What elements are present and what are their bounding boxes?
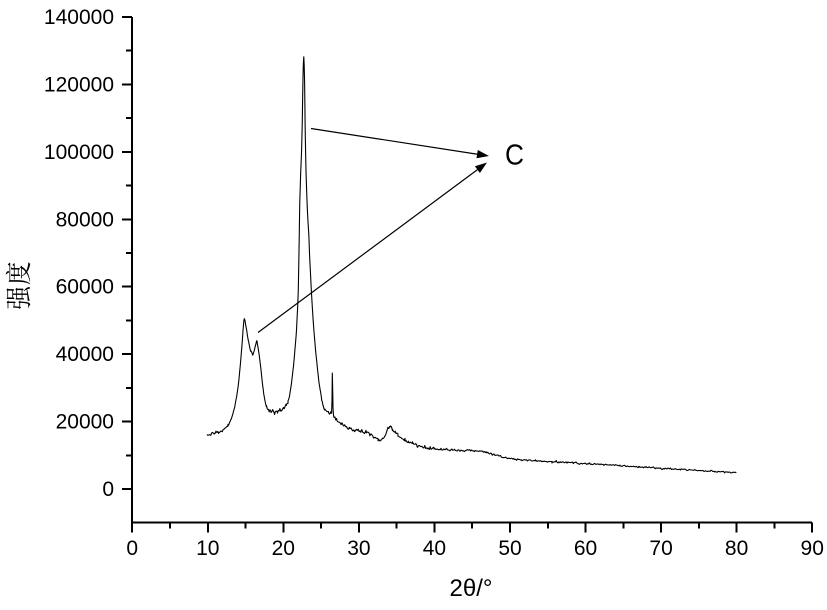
svg-text:70: 70	[649, 537, 672, 560]
svg-text:120000: 120000	[44, 73, 114, 96]
svg-text:60: 60	[574, 537, 597, 560]
svg-text:100000: 100000	[44, 141, 114, 164]
svg-text:0: 0	[102, 478, 114, 501]
svg-text:20000: 20000	[56, 411, 114, 434]
svg-text:80000: 80000	[56, 208, 114, 231]
svg-text:90: 90	[801, 537, 824, 560]
svg-text:20: 20	[272, 537, 295, 560]
svg-text:50: 50	[498, 537, 521, 560]
svg-text:2θ/°: 2θ/°	[450, 575, 493, 602]
svg-text:C: C	[505, 140, 524, 172]
svg-text:30: 30	[347, 537, 370, 560]
svg-text:40: 40	[423, 537, 446, 560]
svg-text:80: 80	[725, 537, 748, 560]
svg-text:0: 0	[126, 537, 138, 560]
svg-text:60000: 60000	[56, 276, 114, 299]
svg-text:10: 10	[196, 537, 219, 560]
svg-text:140000: 140000	[44, 6, 114, 29]
svg-text:40000: 40000	[56, 343, 114, 366]
